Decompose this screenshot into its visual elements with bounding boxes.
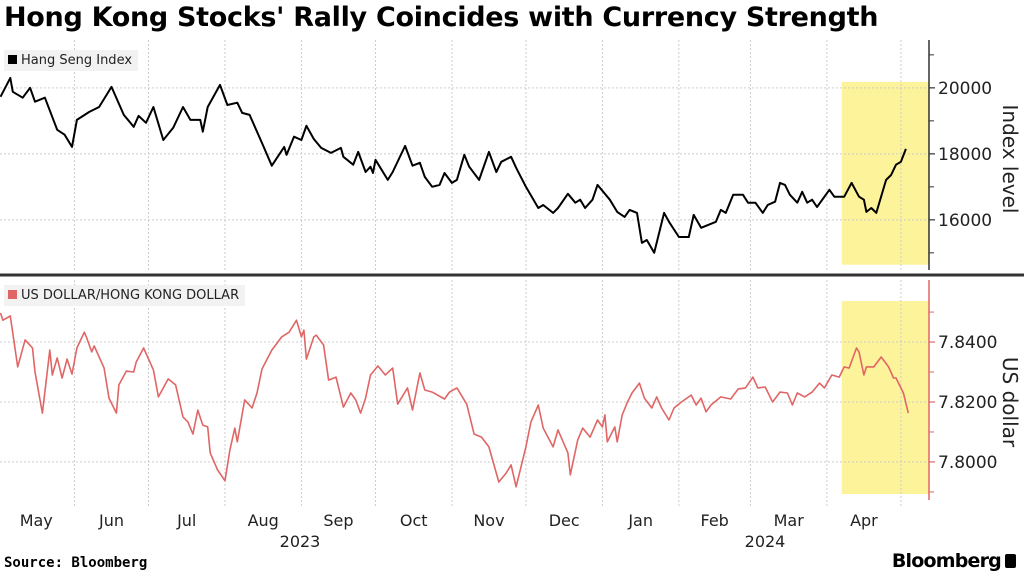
usd-hkd-line	[0, 312, 910, 488]
x-tick-label-month: Nov	[473, 511, 504, 530]
x-tick-label-month: Oct	[400, 511, 428, 530]
y-tick-label: 7.8200	[938, 393, 997, 413]
y-tick-label: 18000	[938, 145, 992, 165]
bloomberg-logo-icon	[1005, 554, 1016, 568]
highlight-region	[841, 300, 929, 495]
x-tick-label-month: Apr	[850, 511, 878, 530]
x-tick-label-month: Sep	[323, 511, 353, 530]
source-note: Source: Bloomberg	[4, 555, 148, 571]
x-tick-label-month: Aug	[248, 511, 279, 530]
y-axis-title: Index level	[998, 105, 1022, 214]
y-tick-label: 16000	[938, 211, 992, 231]
legend-swatch	[8, 290, 17, 299]
x-tick-label-month: Dec	[549, 511, 580, 530]
highlight-region	[841, 81, 929, 265]
x-tick-label-month: Feb	[700, 511, 728, 530]
x-tick-label-month: Jan	[627, 511, 653, 530]
legend-label: US DOLLAR/HONG KONG DOLLAR	[21, 288, 240, 303]
x-tick-label-month: Jun	[98, 511, 124, 530]
legend-usd-hkd: US DOLLAR/HONG KONG DOLLAR	[4, 285, 246, 306]
hang-seng-line	[0, 76, 907, 254]
logo-text: Bloomberg	[891, 550, 1002, 572]
legend-hang-seng: Hang Seng Index	[4, 50, 139, 71]
legend-swatch	[8, 55, 17, 64]
y-tick-label: 7.8400	[938, 333, 997, 353]
x-tick-label-month: Jul	[176, 511, 196, 530]
bloomberg-logo: Bloomberg	[892, 550, 1016, 572]
y-tick-label: 7.8000	[938, 453, 997, 473]
x-tick-label-year: 2023	[280, 532, 321, 551]
x-tick-label-year: 2024	[745, 532, 786, 551]
chart-title: Hong Kong Stocks' Rally Coincides with C…	[4, 2, 879, 33]
y-tick-label: 20000	[938, 79, 992, 99]
y-axis-title: US dollar	[998, 357, 1022, 448]
x-tick-label-month: Mar	[774, 511, 805, 530]
x-tick-label-month: May	[20, 511, 53, 530]
legend-label: Hang Seng Index	[21, 53, 133, 68]
